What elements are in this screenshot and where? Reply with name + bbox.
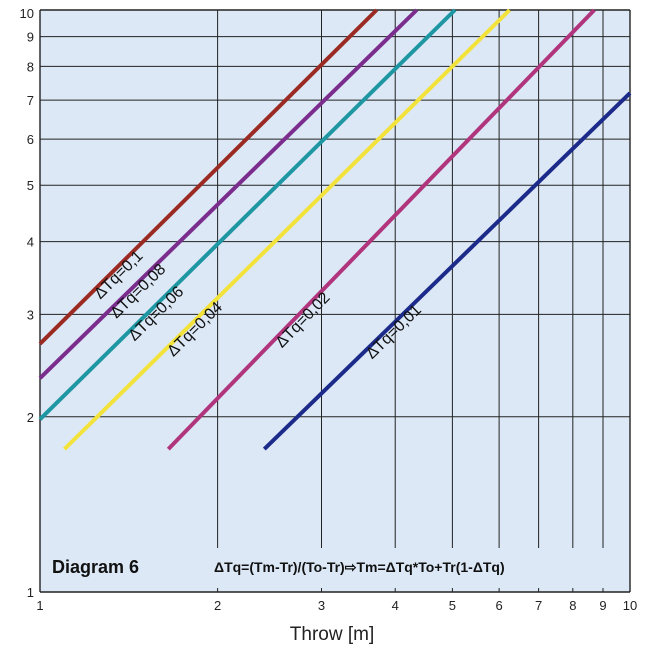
x-tick-label: 2 [214, 598, 221, 613]
legend-box [45, 548, 625, 588]
x-tick-label: 6 [495, 598, 502, 613]
series-line [262, 91, 632, 451]
x-tick-label: 3 [318, 598, 325, 613]
y-tick-label: 8 [27, 59, 34, 74]
x-tick-labels: 1 2 3 4 5 6 7 8 9 10 [36, 598, 637, 613]
chart-formula: ΔTq=(Tm-Tr)/(To-Tr)⇨Tm=ΔTq*To+Tr(1-ΔTq) [214, 559, 505, 575]
x-tick-label: 4 [392, 598, 399, 613]
y-tick-label: 9 [27, 30, 34, 45]
y-tick-label: 10 [20, 6, 34, 21]
y-tick-label: 3 [27, 307, 34, 322]
y-tick-label: 6 [27, 132, 34, 147]
series-line [38, 8, 419, 380]
series-line [166, 8, 596, 451]
y-tick-labels: 1 2 3 4 5 6 7 8 9 10 [20, 6, 34, 600]
series-line [38, 8, 379, 346]
x-tick-label: 5 [449, 598, 456, 613]
y-tick-label: 1 [27, 585, 34, 600]
x-tick-label: 10 [623, 598, 637, 613]
x-tick-label: 8 [569, 598, 576, 613]
x-tick-label: 7 [535, 598, 542, 613]
plot-area [40, 10, 630, 592]
y-tick-label: 7 [27, 93, 34, 108]
y-tick-label: 4 [27, 235, 34, 250]
x-tick-label: 9 [599, 598, 606, 613]
x-tick-label: 1 [36, 598, 43, 613]
y-tick-label: 2 [27, 410, 34, 425]
series-group [38, 8, 632, 451]
chart-title: Diagram 6 [52, 557, 139, 577]
grid [39, 9, 631, 593]
x-axis-label: Throw [m] [290, 624, 374, 645]
series-line [38, 8, 457, 421]
y-tick-label: 5 [27, 178, 34, 193]
series-line [63, 8, 511, 451]
